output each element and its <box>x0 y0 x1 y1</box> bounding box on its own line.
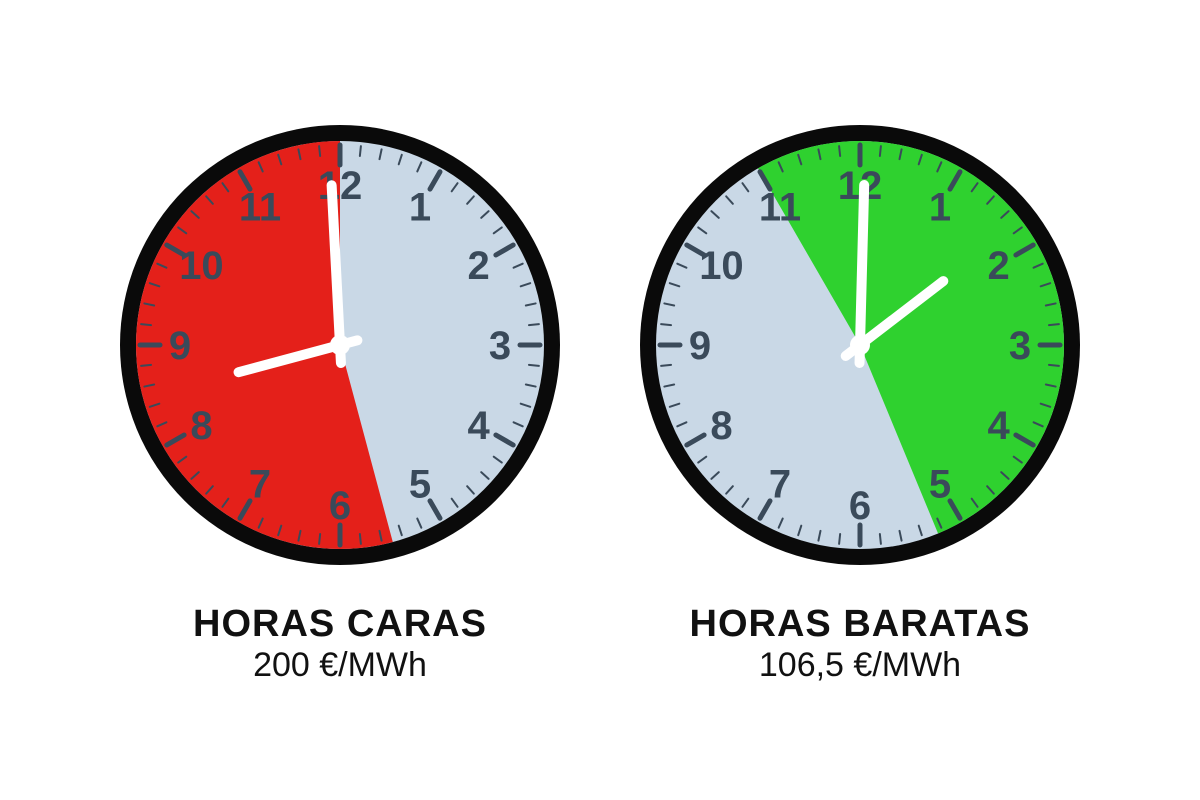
clock-svg: 123456789101112 <box>110 115 570 575</box>
svg-text:12: 12 <box>318 164 363 208</box>
svg-text:11: 11 <box>239 185 281 229</box>
title-expensive: HORAS CARAS <box>193 603 487 646</box>
title-cheap: HORAS BARATAS <box>690 603 1031 646</box>
svg-text:4: 4 <box>467 404 490 448</box>
price-expensive: 200 €/MWh <box>193 646 487 685</box>
clock-panel-cheap: 123456789101112 HORAS BARATAS 106,5 €/MW… <box>630 115 1090 685</box>
svg-text:3: 3 <box>489 324 511 368</box>
svg-text:1: 1 <box>409 185 431 229</box>
svg-text:9: 9 <box>169 324 191 368</box>
svg-text:7: 7 <box>769 463 791 507</box>
svg-text:6: 6 <box>849 484 871 528</box>
svg-text:11: 11 <box>759 185 801 229</box>
svg-text:1: 1 <box>929 185 951 229</box>
price-cheap: 106,5 €/MWh <box>690 646 1031 685</box>
svg-text:4: 4 <box>987 404 1010 448</box>
clock-panel-expensive: 123456789101112 HORAS CARAS 200 €/MWh <box>110 115 570 685</box>
svg-text:7: 7 <box>249 463 271 507</box>
svg-text:5: 5 <box>929 463 951 507</box>
svg-text:5: 5 <box>409 463 431 507</box>
svg-text:9: 9 <box>689 324 711 368</box>
svg-text:2: 2 <box>467 244 489 288</box>
clock-cheap: 123456789101112 <box>630 115 1090 575</box>
clock-svg: 123456789101112 <box>630 115 1090 575</box>
svg-text:10: 10 <box>699 244 744 288</box>
caption-expensive: HORAS CARAS 200 €/MWh <box>193 603 487 685</box>
clock-expensive: 123456789101112 <box>110 115 570 575</box>
svg-text:2: 2 <box>987 244 1009 288</box>
svg-text:3: 3 <box>1009 324 1031 368</box>
svg-text:8: 8 <box>710 404 732 448</box>
svg-text:8: 8 <box>190 404 212 448</box>
svg-text:6: 6 <box>329 484 351 528</box>
caption-cheap: HORAS BARATAS 106,5 €/MWh <box>690 603 1031 685</box>
svg-text:10: 10 <box>179 244 224 288</box>
